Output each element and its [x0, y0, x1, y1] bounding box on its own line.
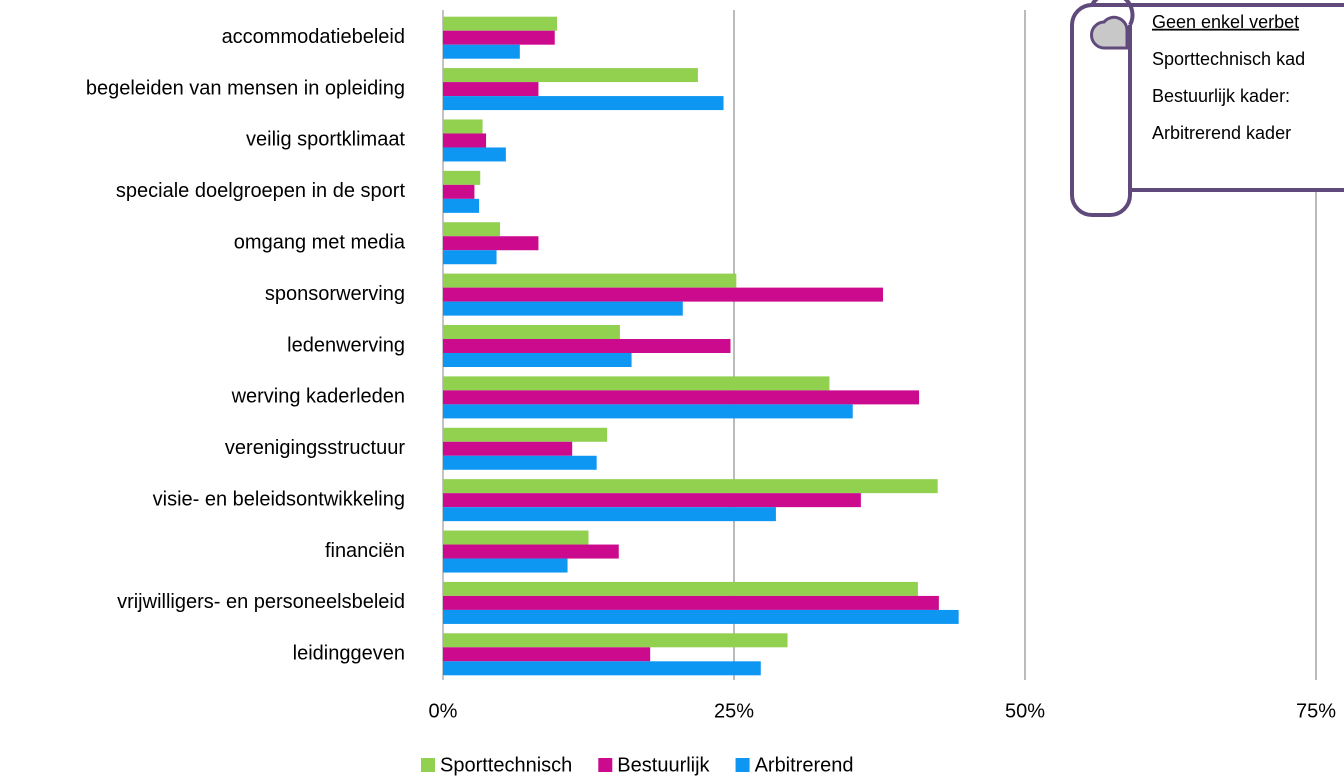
bar	[443, 287, 883, 302]
annotation-curl-fill	[1090, 15, 1129, 50]
y-tick-label: begeleiden van mensen in opleiding	[86, 77, 405, 99]
y-tick-label: speciale doelgroepen in de sport	[116, 180, 406, 202]
bar	[443, 147, 506, 162]
annotation-text: Bestuurlijk kader:	[1152, 86, 1290, 106]
x-tick-label: 75%	[1296, 700, 1336, 722]
bar	[443, 661, 761, 676]
bar	[443, 339, 731, 353]
y-tick-label: accommodatiebeleid	[222, 26, 405, 48]
bar	[443, 198, 480, 213]
y-tick-label: visie- en beleidsontwikkeling	[153, 488, 405, 510]
legend-label: Sporttechnisch	[440, 754, 572, 776]
bar	[443, 184, 475, 199]
bar	[443, 633, 788, 648]
bar	[443, 236, 539, 251]
bar	[443, 441, 573, 456]
legend-swatch	[735, 758, 750, 772]
bar	[443, 250, 497, 265]
bar	[443, 581, 918, 596]
annotation-text: Geen enkel verbet	[1152, 12, 1299, 32]
bar	[443, 273, 737, 288]
bar	[443, 609, 959, 624]
bar	[443, 507, 776, 522]
bar	[443, 133, 487, 148]
y-tick-label: verenigingsstructuur	[225, 437, 405, 459]
y-tick-label: vrijwilligers- en personeelsbeleid	[117, 591, 405, 613]
bar	[443, 376, 830, 391]
annotation-curl	[1090, 0, 1135, 190]
bar	[443, 647, 651, 662]
y-tick-label: veilig sportklimaat	[246, 129, 405, 151]
bar	[443, 427, 608, 442]
bar	[443, 390, 920, 405]
bar	[443, 479, 938, 494]
annotation-scroll	[1070, 3, 1344, 217]
bar	[443, 119, 483, 134]
y-tick-label: sponsorwerving	[265, 283, 405, 305]
bar	[443, 222, 501, 237]
bar	[443, 353, 632, 367]
bar	[443, 82, 539, 97]
x-tick-label: 0%	[429, 700, 458, 722]
bar	[443, 530, 589, 545]
y-tick-label: leidinggeven	[293, 643, 405, 665]
y-tick-label: ledenwerving	[287, 334, 405, 356]
bar	[443, 493, 861, 508]
bar	[443, 455, 597, 470]
bar	[443, 325, 620, 339]
bar	[443, 96, 724, 111]
legend-label: Bestuurlijk	[617, 754, 710, 776]
bar	[443, 16, 558, 31]
bar	[443, 544, 619, 559]
legend-label: Arbitrerend	[755, 754, 854, 776]
y-tick-label: financiën	[325, 540, 405, 562]
bar	[443, 68, 698, 83]
bar	[443, 404, 853, 419]
bar	[443, 558, 568, 573]
bar	[443, 595, 939, 610]
annotation-text: Sporttechnisch kad	[1152, 49, 1305, 69]
y-tick-label: omgang met media	[234, 232, 406, 254]
bar	[443, 301, 683, 316]
legend-swatch	[421, 758, 435, 772]
y-tick-label: werving kaderleden	[231, 386, 405, 408]
bar	[443, 44, 520, 59]
x-tick-label: 50%	[1005, 700, 1045, 722]
legend-swatch	[598, 758, 613, 772]
x-tick-label: 25%	[714, 700, 754, 722]
annotation-text: Arbitrerend kader	[1152, 123, 1291, 143]
bar	[443, 170, 481, 185]
bar	[443, 30, 555, 45]
